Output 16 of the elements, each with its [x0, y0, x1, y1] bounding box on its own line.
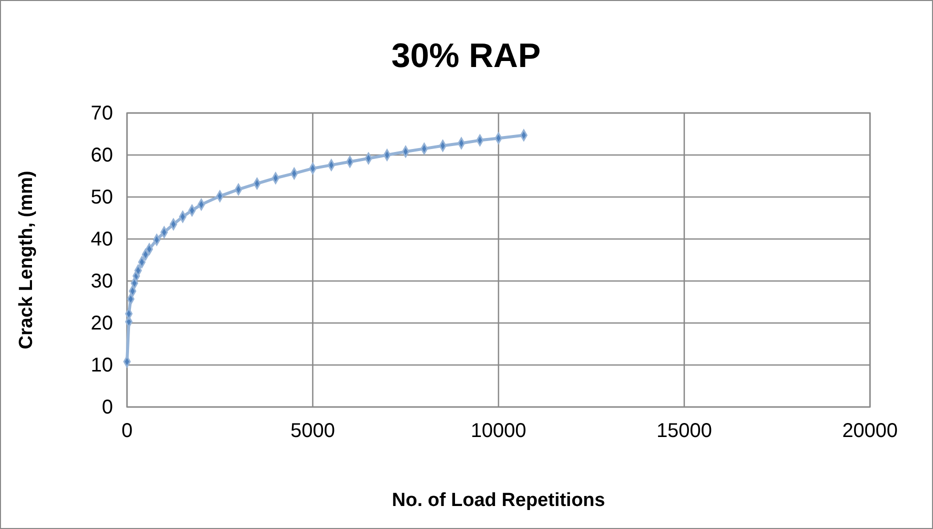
x-tick-label: 5000 [290, 420, 335, 442]
y-tick-label: 60 [90, 144, 113, 166]
x-tick-label: 10000 [470, 420, 526, 442]
x-axis-title: No. of Load Repetitions [392, 490, 606, 511]
x-tick-label: 0 [121, 420, 133, 442]
y-tick-label: 10 [90, 354, 113, 376]
y-tick-label: 40 [90, 228, 113, 250]
chart-title: 30% RAP [391, 37, 541, 75]
y-tick-label: 20 [90, 312, 113, 334]
y-tick-label: 70 [90, 102, 113, 124]
y-tick-label: 0 [102, 396, 113, 418]
y-axis-title: Crack Length, (mm) [16, 170, 37, 350]
x-tick-label: 15000 [656, 420, 712, 442]
y-tick-label: 30 [90, 270, 113, 292]
y-tick-label: 50 [90, 186, 113, 208]
x-tick-label: 20000 [842, 420, 898, 442]
